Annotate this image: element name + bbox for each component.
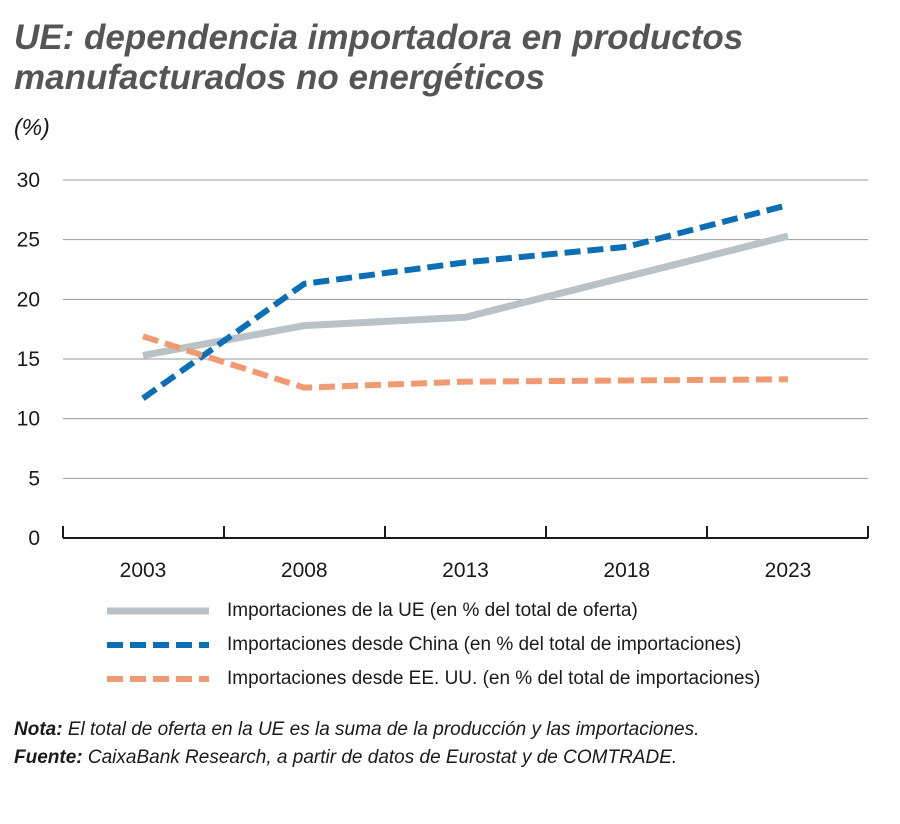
legend-item-usa: Importaciones desde EE. UU. (en % del to… <box>105 666 865 700</box>
y-axis-ticks: 0 5 10 15 20 25 30 <box>17 169 40 550</box>
x-tick-label-2023: 2023 <box>765 559 812 582</box>
y-tick-label-25: 25 <box>17 229 40 252</box>
x-tick-label-2013: 2013 <box>442 559 489 582</box>
line-chart: 0 5 10 15 20 25 30 2003 2008 2013 2018 2023 <box>17 169 869 582</box>
y-tick-label-15: 15 <box>17 348 40 371</box>
legend-swatch-usa <box>107 676 209 682</box>
legend-swatch-ue <box>107 607 209 615</box>
legend: Importaciones de la UE (en % del total d… <box>105 598 865 700</box>
y-tick-label-5: 5 <box>28 467 40 490</box>
x-tick-label-2018: 2018 <box>603 559 650 582</box>
source-text: CaixaBank Research, a partir de datos de… <box>82 747 678 768</box>
series-lines <box>141 202 789 401</box>
grid-lines <box>63 179 868 479</box>
note-line: Nota: El total de oferta en la UE es la … <box>14 716 699 744</box>
x-axis: 2003 2008 2013 2018 2023 <box>62 526 869 582</box>
note-label: Nota: <box>14 719 63 740</box>
legend-label-china: Importaciones desde China (en % del tota… <box>227 634 742 655</box>
notes: Nota: El total de oferta en la UE es la … <box>14 716 699 772</box>
chart-title-line-1: UE: dependencia importadora en productos <box>14 18 744 57</box>
legend-label-ue: Importaciones de la UE (en % del total d… <box>227 600 638 621</box>
source-label: Fuente: <box>14 747 83 768</box>
legend-swatch-china <box>107 642 209 648</box>
legend-label-usa: Importaciones desde EE. UU. (en % del to… <box>227 668 761 689</box>
legend-item-ue: Importaciones de la UE (en % del total d… <box>105 598 865 632</box>
y-tick-label-20: 20 <box>17 288 40 311</box>
x-tick-label-2003: 2003 <box>120 559 167 582</box>
y-tick-label-30: 30 <box>17 169 40 192</box>
y-tick-label-0: 0 <box>28 527 40 550</box>
chart-title: UE: dependencia importadora en productos… <box>14 18 884 98</box>
series-line-ue <box>142 232 789 359</box>
source-line: Fuente: CaixaBank Research, a partir de … <box>14 744 699 772</box>
x-tick-label-2008: 2008 <box>281 559 328 582</box>
y-tick-label-10: 10 <box>17 408 40 431</box>
chart-title-line-2: manufacturados no energéticos <box>14 58 545 97</box>
series-line-usa <box>142 333 789 391</box>
series-line-china <box>141 202 789 401</box>
legend-item-china: Importaciones desde China (en % del tota… <box>105 632 865 666</box>
note-text: El total de oferta en la UE es la suma d… <box>62 719 700 740</box>
y-axis-unit: (%) <box>14 114 50 140</box>
